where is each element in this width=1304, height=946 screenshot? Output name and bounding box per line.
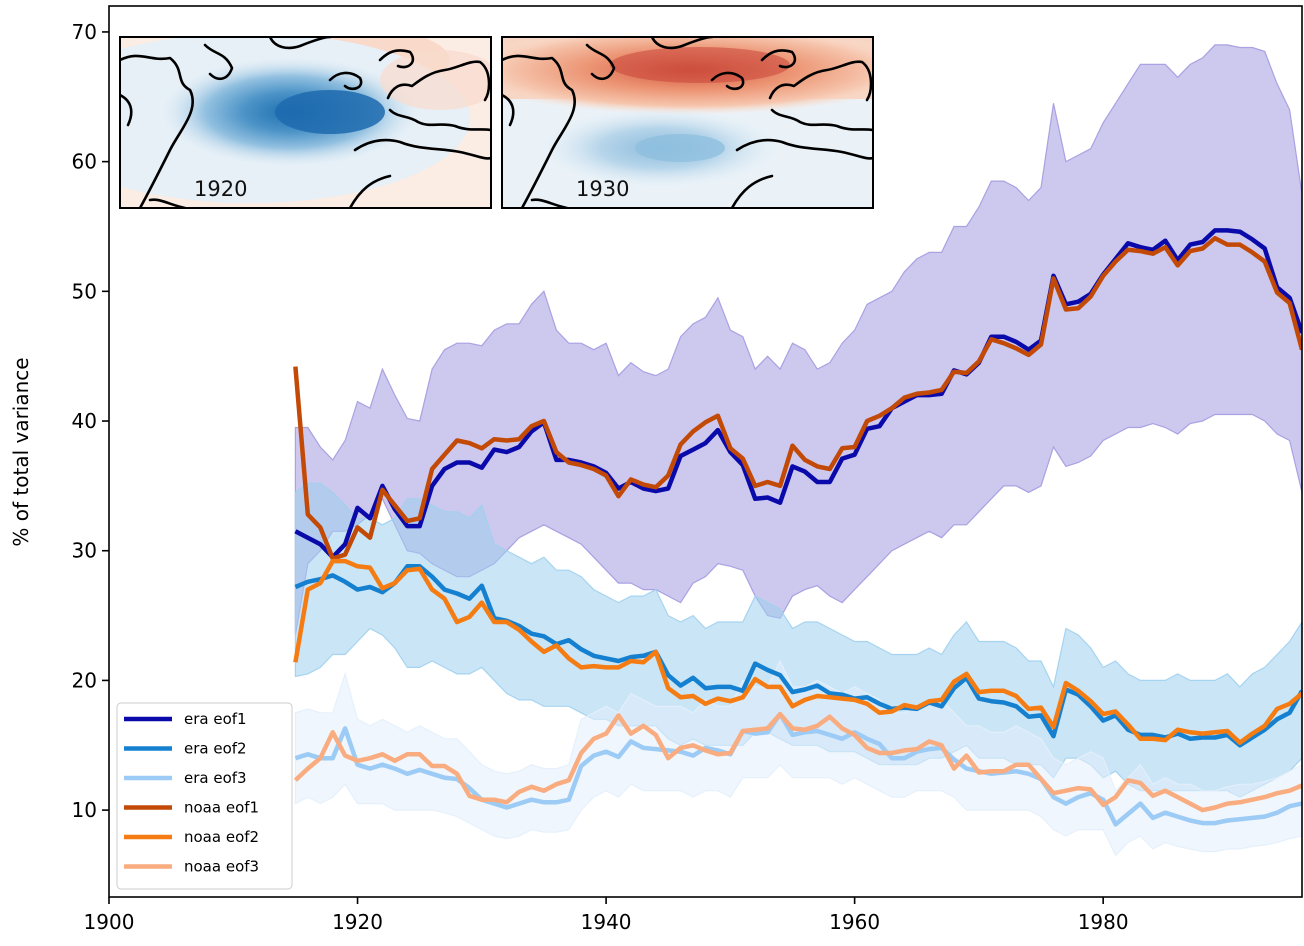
legend-label-noaa-eof2: noaa eof2 [184, 828, 259, 846]
x-tick-label: 1920 [332, 910, 383, 934]
plot-area-frame [108, 5, 1303, 898]
legend-label-era-eof1: era eof1 [184, 710, 247, 728]
line-noaa-eof2 [293, 558, 1302, 745]
inset-label-1930: 1930 [576, 177, 629, 201]
band-era-eof3 [294, 659, 1302, 857]
y-tick-label: 40 [72, 409, 97, 433]
line-noaa-eof1 [293, 235, 1302, 561]
y-tick-label: 60 [72, 150, 97, 174]
line-era-eof1 [294, 228, 1302, 560]
legend-label-era-eof3: era eof3 [184, 769, 247, 787]
series-lines [293, 228, 1302, 827]
y-tick-label: 10 [72, 798, 97, 822]
y-tick-label: 20 [72, 668, 97, 692]
line-noaa-eof3 [293, 711, 1302, 813]
inset-map-1920: 1920 [119, 36, 492, 209]
legend: era eof1 era eof2 era eof3 noaa eof1 noaa eo… [116, 702, 293, 890]
legend-label-noaa-eof1: noaa eof1 [184, 799, 259, 817]
y-axis: 10 20 30 40 50 60 70 [72, 20, 109, 822]
x-tick-label: 1980 [1078, 910, 1129, 934]
y-tick-label: 30 [72, 539, 97, 563]
inset-label-1920: 1920 [194, 177, 247, 201]
x-axis: 1900 1920 1940 1960 1980 [84, 897, 1129, 934]
legend-label-noaa-eof3: noaa eof3 [184, 858, 259, 876]
y-tick-label: 50 [72, 279, 97, 303]
legend-label-era-eof2: era eof2 [184, 740, 247, 758]
band-era-eof1 [294, 44, 1302, 636]
y-axis-label: % of total variance [9, 357, 33, 546]
x-tick-label: 1960 [829, 910, 880, 934]
x-tick-label: 1900 [84, 910, 135, 934]
inset-map-1930: 1930 [501, 36, 874, 209]
x-tick-label: 1940 [581, 910, 632, 934]
y-tick-label: 70 [72, 20, 97, 44]
